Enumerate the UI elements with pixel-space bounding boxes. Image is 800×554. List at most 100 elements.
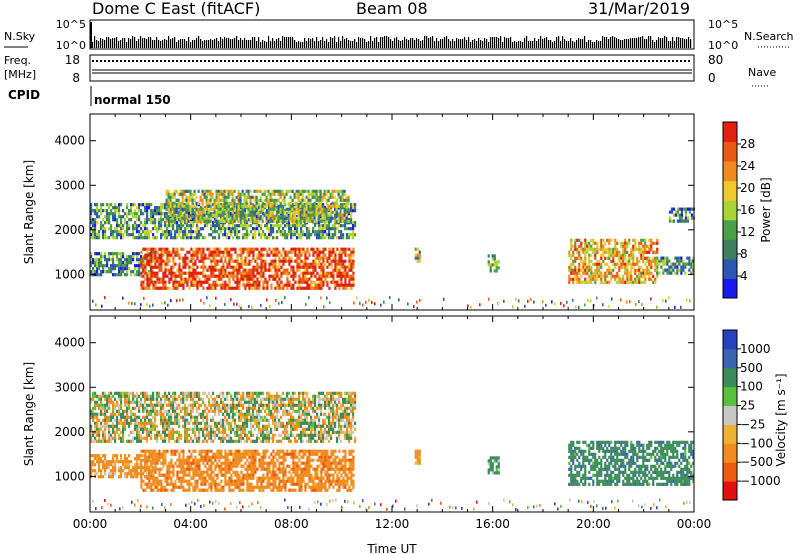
heatmap-cell xyxy=(190,436,193,440)
heatmap-cell xyxy=(210,394,213,398)
heatmap-cell xyxy=(212,418,215,422)
heatmap-cell xyxy=(144,415,147,419)
heatmap-cell xyxy=(588,247,591,251)
nsky-bar xyxy=(96,40,98,48)
heatmap-cell xyxy=(600,241,603,245)
heatmap-cell xyxy=(94,221,97,225)
heatmap-cell xyxy=(320,265,323,269)
heatmap-cell xyxy=(209,213,212,217)
heatmap-cell xyxy=(276,250,279,254)
heatmap-cell xyxy=(182,256,185,260)
nsky-bar xyxy=(142,38,144,48)
heatmap-cell xyxy=(533,300,535,304)
heatmap-cell xyxy=(334,250,337,254)
heatmap-cell xyxy=(144,209,147,213)
heatmap-cell xyxy=(310,280,313,284)
heatmap-cell xyxy=(118,427,121,431)
heatmap-cell xyxy=(323,213,326,217)
heatmap-cell xyxy=(148,283,151,287)
heatmap-cell xyxy=(202,250,205,254)
heatmap-cell xyxy=(208,277,211,281)
heatmap-cell xyxy=(100,403,103,407)
heatmap-cell xyxy=(214,424,217,428)
heatmap-cell xyxy=(598,247,601,251)
heatmap-cell xyxy=(242,403,245,407)
heatmap-cell xyxy=(96,273,99,277)
heatmap-cell xyxy=(128,224,131,228)
heatmap-cell xyxy=(122,430,125,434)
heatmap-cell xyxy=(592,274,595,278)
heatmap-cell xyxy=(592,262,595,266)
heatmap-cell xyxy=(241,207,244,211)
heatmap-cell xyxy=(295,207,298,211)
heatmap-cell xyxy=(256,227,259,231)
heatmap-cell xyxy=(582,271,585,275)
heatmap-cell xyxy=(676,262,679,266)
heatmap-cell xyxy=(108,436,111,440)
heatmap-cell xyxy=(108,221,111,225)
heatmap-cell xyxy=(212,433,215,437)
heatmap-cell xyxy=(114,236,117,240)
heatmap-cell xyxy=(244,286,247,290)
heatmap-cell xyxy=(680,268,683,272)
nsky-bar xyxy=(154,40,156,48)
heatmap-cell xyxy=(140,274,143,278)
nsky-bar xyxy=(118,41,120,48)
nsky-bar xyxy=(484,38,486,48)
heatmap-cell xyxy=(312,262,315,266)
heatmap-cell xyxy=(120,406,123,410)
heatmap-cell xyxy=(210,271,213,275)
heatmap-cell xyxy=(674,262,677,266)
heatmap-cell xyxy=(680,259,683,263)
heatmap-cell xyxy=(224,283,227,287)
heatmap-cell xyxy=(126,400,129,404)
heatmap-cell xyxy=(650,259,653,263)
heatmap-cell xyxy=(234,274,237,278)
heatmap-cell xyxy=(236,427,239,431)
heatmap-cell xyxy=(124,267,127,271)
heatmap-cell xyxy=(274,265,277,269)
heatmap-cell xyxy=(239,204,242,208)
heatmap-cell xyxy=(192,394,195,398)
heatmap-cell xyxy=(218,259,221,263)
nsky-bar xyxy=(336,42,338,48)
heatmap-cell xyxy=(186,233,189,237)
heatmap-cell xyxy=(142,403,145,407)
heatmap-cell xyxy=(104,252,107,256)
heatmap-cell xyxy=(294,250,297,254)
heatmap-cell xyxy=(205,207,208,211)
heatmap-cell xyxy=(231,216,234,220)
heatmap-cell xyxy=(122,439,125,443)
heatmap-cell xyxy=(150,274,153,278)
heatmap-cell xyxy=(584,244,587,248)
nsky-bar xyxy=(130,39,132,48)
heatmap-cell xyxy=(295,192,298,196)
heatmap-cell xyxy=(204,409,207,413)
heatmap-cell xyxy=(574,256,577,260)
heatmap-cell xyxy=(118,418,121,422)
heatmap-cell xyxy=(190,277,193,281)
heatmap-cell xyxy=(134,394,137,398)
nsky-bar xyxy=(672,37,674,48)
heatmap-cell xyxy=(301,192,304,196)
heatmap-cell xyxy=(338,268,341,272)
heatmap-cell xyxy=(148,394,151,398)
heatmap-cell xyxy=(604,256,607,260)
heatmap-cell xyxy=(670,219,674,223)
nsky-bar xyxy=(136,41,138,48)
heatmap-cell xyxy=(298,277,301,281)
heatmap-cell xyxy=(242,268,245,272)
heatmap-cell xyxy=(104,209,107,213)
heatmap-cell xyxy=(328,236,331,240)
heatmap-cell xyxy=(252,286,255,290)
nsky-bar xyxy=(446,36,448,48)
heatmap-cell xyxy=(122,424,125,428)
heatmap-cell xyxy=(90,258,93,262)
heatmap-cell xyxy=(221,207,224,211)
heatmap-cell xyxy=(160,262,163,266)
heatmap-cell xyxy=(620,241,623,245)
heatmap-cell xyxy=(174,253,177,257)
heatmap-cell xyxy=(620,256,623,260)
nsky-tick-top: 10^5 xyxy=(56,18,86,31)
heatmap-cell xyxy=(346,247,349,251)
